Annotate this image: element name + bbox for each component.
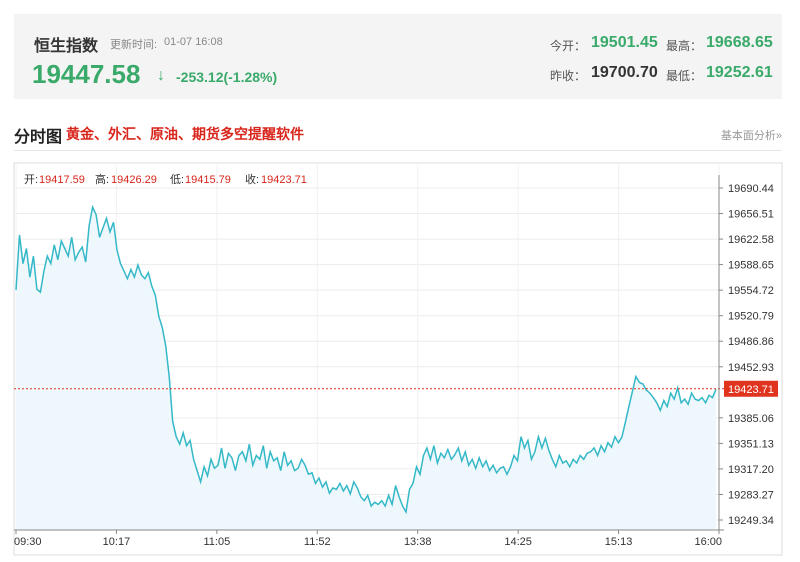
y-tick-label: 19385.06	[728, 413, 774, 425]
index-name: 恒生指数	[34, 38, 99, 55]
y-tick-label: 19690.44	[728, 183, 774, 195]
y-tick-label: 19351.13	[728, 438, 774, 450]
prev-close-label: 昨收：	[550, 69, 587, 83]
y-tick-label: 19486.86	[728, 336, 774, 348]
ohlc-close-label: 收:	[245, 172, 259, 186]
x-tick-label: 16:00	[694, 536, 722, 548]
current-price: 19447.58	[32, 59, 141, 89]
prev-close-value: 19700.70	[591, 64, 658, 81]
section-title: 分时图	[14, 129, 63, 146]
y-tick-label: 19249.34	[728, 515, 774, 527]
y-tick-label: 19588.65	[728, 260, 774, 272]
update-time-label: 更新时间:	[110, 39, 158, 51]
y-tick-label: 19452.93	[728, 362, 774, 374]
promo-link[interactable]: 黄金、外汇、原油、期货多空提醒软件	[66, 126, 304, 142]
low-label: 最低：	[666, 69, 703, 83]
ohlc-high-label: 高:	[95, 172, 109, 186]
y-tick-label: 19554.72	[728, 285, 774, 297]
x-tick-label: 09:30	[14, 536, 42, 548]
price-change: -253.12(-1.28%)	[176, 69, 278, 85]
x-tick-label: 13:38	[404, 536, 432, 548]
y-tick-label: 19317.20	[728, 464, 774, 476]
chart-frame	[13, 162, 783, 556]
low-value: 19252.61	[706, 64, 773, 81]
x-tick-label: 11:05	[203, 536, 230, 548]
x-tick-label: 11:52	[304, 536, 331, 548]
high-label: 最高：	[666, 39, 703, 53]
ohlc-open-label: 开:	[24, 174, 38, 186]
ohlc-low-label: 低:	[170, 173, 184, 186]
quote-panel: 恒生指数 更新时间: 01-07 16:08 19447.58 ↓ -253.1…	[14, 14, 782, 99]
y-tick-label: 19622.58	[728, 234, 774, 246]
x-axis-ticks: 09:30 10:17 11:05 11:52 13:38 14:25 15:13 16:00	[14, 530, 722, 548]
high-value: 19668.65	[706, 34, 773, 51]
price-line	[15, 204, 717, 515]
y-axis-ticks: 19690.44 19656.51 19622.58 19588.65 19554.72…	[719, 183, 774, 527]
current-price-box	[724, 380, 778, 397]
fundamental-analysis-link[interactable]: 基本面分析»	[720, 130, 782, 142]
ohlc-low-value: 19415.79	[185, 174, 231, 186]
x-tick-label: 15:13	[605, 536, 633, 548]
y-tick-label: 19656.51	[728, 209, 774, 221]
section-divider	[14, 150, 782, 151]
update-time: 01-07 16:08	[164, 36, 223, 48]
x-tick-label: 14:25	[504, 536, 532, 548]
x-tick-label: 10:17	[103, 536, 131, 548]
ohlc-open-value: 19417.59	[39, 174, 85, 186]
open-value: 19501.45	[591, 34, 658, 51]
down-arrow-icon: ↓	[157, 67, 165, 84]
y-tick-label: 19520.79	[728, 311, 774, 323]
open-label: 今开：	[550, 39, 587, 53]
ohlc-close-value: 19423.71	[261, 174, 307, 186]
current-price-label: 19423.71	[728, 384, 774, 396]
price-area-fill	[16, 207, 716, 530]
y-tick-label: 19283.27	[728, 489, 774, 501]
ohlc-high-value: 19426.29	[111, 174, 157, 186]
